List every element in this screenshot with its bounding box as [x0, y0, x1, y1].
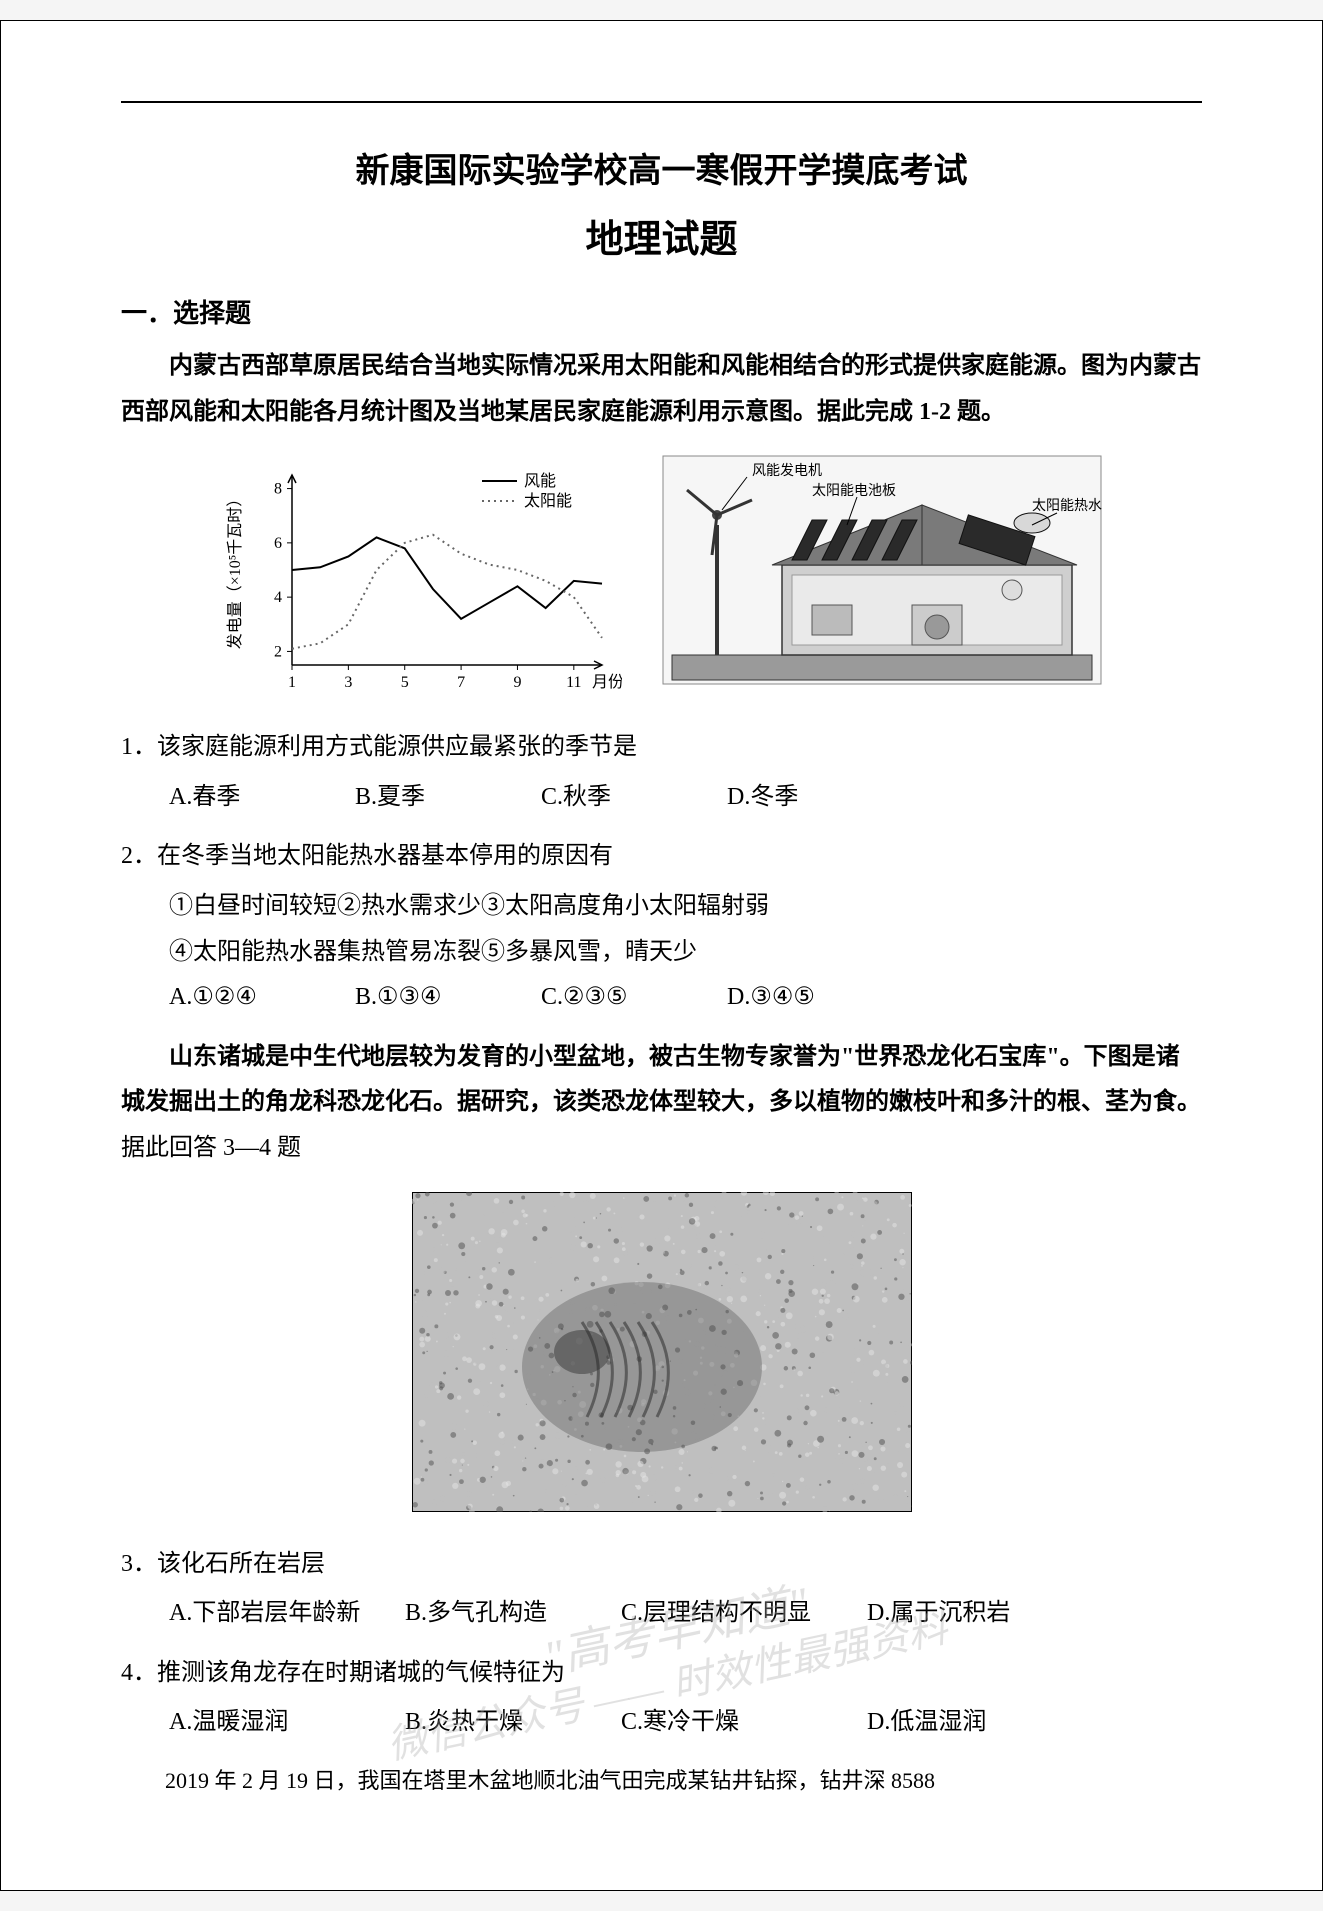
question-2-line1: ①白昼时间较短②热水需求少③太阳高度角小太阳辐射弱 [121, 884, 1202, 930]
intro2-tail: 据此回答 3—4 题 [121, 1135, 301, 1161]
fossil-figure [121, 1192, 1202, 1512]
question-3-stem: 3．该化石所在岩层 [121, 1542, 1202, 1588]
q1-opt-d: D.冬季 [727, 775, 907, 821]
q3-opt-a: A.下部岩层年龄新 [169, 1591, 399, 1637]
svg-text:月份: 月份 [592, 673, 622, 691]
exam-title: 新康国际实验学校高一寒假开学摸底考试 [121, 143, 1202, 192]
svg-text:2: 2 [274, 644, 282, 661]
intro-paragraph-1: 内蒙古西部草原居民结合当地实际情况采用太阳能和风能相结合的形式提供家庭能源。图为… [121, 344, 1202, 435]
fossil-image [412, 1192, 912, 1512]
svg-text:7: 7 [457, 674, 465, 691]
question-3-options: A.下部岩层年龄新 B.多气孔构造 C.层理结构不明显 D.属于沉积岩 [121, 1591, 1202, 1637]
q2-opt-d: D.③④⑤ [727, 975, 907, 1021]
top-rule [121, 101, 1202, 103]
svg-text:太阳能电池板: 太阳能电池板 [812, 483, 896, 499]
svg-text:发电量（×10⁵千瓦时）: 发电量（×10⁵千瓦时） [226, 491, 244, 650]
q4-opt-c: C.寒冷干燥 [621, 1700, 861, 1746]
q1-opt-a: A.春季 [169, 775, 349, 821]
svg-text:3: 3 [344, 674, 352, 691]
svg-text:6: 6 [274, 535, 282, 552]
exam-page: 新康国际实验学校高一寒假开学摸底考试 地理试题 一．选择题 内蒙古西部草原居民结… [0, 20, 1323, 1891]
svg-text:4: 4 [274, 589, 282, 606]
question-1-options: A.春季 B.夏季 C.秋季 D.冬季 [121, 775, 1202, 821]
q2-opt-c: C.②③⑤ [541, 975, 721, 1021]
svg-text:1: 1 [288, 674, 296, 691]
question-2-stem: 2．在冬季当地太阳能热水器基本停用的原因有 [121, 834, 1202, 880]
intro-paragraph-2: 山东诸城是中生代地层较为发育的小型盆地，被古生物专家誉为"世界恐龙化石宝库"。下… [121, 1035, 1202, 1172]
svg-text:8: 8 [274, 481, 282, 498]
q1-opt-b: B.夏季 [355, 775, 535, 821]
energy-chart: 2 4 6 8 1 3 5 7 9 11 月份 发电量（×10⁵千瓦时） 风能太阳能 [222, 455, 622, 705]
figure-row-1: 2 4 6 8 1 3 5 7 9 11 月份 发电量（×10⁵千瓦时） 风能太阳能 风能发电机太阳能电… [121, 455, 1202, 705]
svg-text:风能发电机: 风能发电机 [752, 463, 822, 479]
svg-text:9: 9 [513, 674, 521, 691]
q3-opt-b: B.多气孔构造 [405, 1591, 615, 1637]
q3-opt-c: C.层理结构不明显 [621, 1591, 861, 1637]
question-2-line2: ④太阳能热水器集热管易冻裂⑤多暴风雪，晴天少 [121, 930, 1202, 976]
question-4-options: A.温暖湿润 B.炎热干燥 C.寒冷干燥 D.低温湿润 [121, 1700, 1202, 1746]
q2-opt-a: A.①②④ [169, 975, 349, 1021]
exam-subject: 地理试题 [121, 208, 1202, 263]
svg-text:5: 5 [400, 674, 408, 691]
question-2-options: A.①②④ B.①③④ C.②③⑤ D.③④⑤ [121, 975, 1202, 1021]
svg-text:风能: 风能 [524, 472, 556, 490]
q2-opt-b: B.①③④ [355, 975, 535, 1021]
question-1-stem: 1．该家庭能源利用方式能源供应最紧张的季节是 [121, 725, 1202, 771]
svg-text:太阳能热水器: 太阳能热水器 [1032, 498, 1102, 514]
svg-text:11: 11 [566, 674, 581, 691]
footer-line: 2019 年 2 月 19 日，我国在塔里木盆地顺北油气田完成某钻井钻探，钻井深… [121, 1760, 1202, 1802]
intro2-bold: 山东诸城是中生代地层较为发育的小型盆地，被古生物专家誉为"世界恐龙化石宝库"。下… [121, 1044, 1201, 1116]
q1-opt-c: C.秋季 [541, 775, 721, 821]
house-diagram: 风能发电机太阳能电池板太阳能热水器 [662, 455, 1102, 685]
question-4-stem: 4．推测该角龙存在时期诸城的气候特征为 [121, 1651, 1202, 1697]
q4-opt-b: B.炎热干燥 [405, 1700, 615, 1746]
svg-text:太阳能: 太阳能 [524, 492, 572, 510]
q4-opt-d: D.低温湿润 [867, 1700, 1047, 1746]
q3-opt-d: D.属于沉积岩 [867, 1591, 1047, 1637]
section-heading: 一．选择题 [121, 293, 1202, 330]
q4-opt-a: A.温暖湿润 [169, 1700, 399, 1746]
